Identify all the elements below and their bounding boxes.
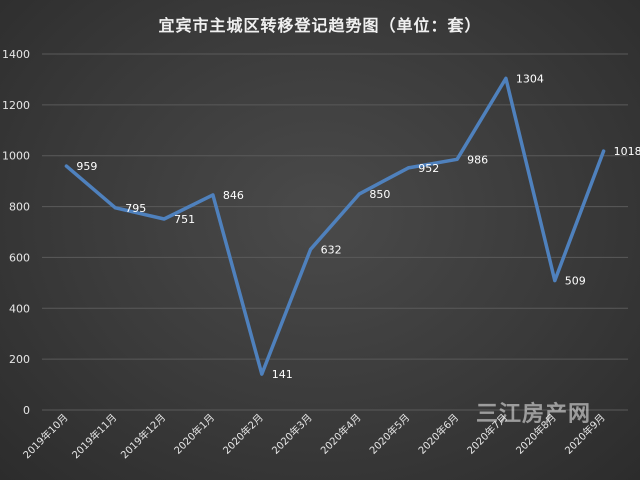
watermark-logo: 三江房产网: [476, 402, 592, 427]
data-point: [406, 166, 410, 170]
data-point: [162, 217, 166, 221]
data-point: [553, 279, 557, 283]
data-label: 959: [76, 160, 97, 173]
x-tick-label: 2020年2月: [220, 411, 266, 457]
series-line: [64, 76, 606, 376]
data-point: [64, 164, 68, 168]
data-label: 986: [467, 153, 488, 166]
data-label: 1018: [614, 145, 640, 158]
x-tick-label: 2020年6月: [415, 411, 461, 457]
data-label: 141: [272, 368, 293, 381]
x-tick-label: 2020年5月: [367, 411, 413, 457]
x-tick-label: 2019年11月: [69, 411, 119, 461]
data-label: 850: [369, 188, 390, 201]
data-label: 952: [418, 162, 439, 175]
data-point: [211, 193, 215, 197]
x-tick-label: 2020年4月: [318, 411, 364, 457]
y-tick-label: 1000: [2, 150, 30, 163]
data-point: [504, 76, 508, 80]
y-tick-label: 0: [23, 404, 30, 417]
data-label: 632: [321, 243, 342, 256]
chart-title: 宜宾市主城区转移登记趋势图（单位：套）: [158, 16, 482, 35]
data-point: [113, 206, 117, 210]
y-tick-label: 200: [9, 353, 30, 366]
x-tick-label: 2019年12月: [118, 411, 168, 461]
x-tick-label: 2020年1月: [171, 411, 217, 457]
y-tick-label: 400: [9, 302, 30, 315]
data-point: [309, 247, 313, 251]
x-tick-label: 2020年3月: [269, 411, 315, 457]
data-label: 1304: [516, 72, 544, 85]
data-point: [260, 372, 264, 376]
x-tick-label: 2019年10月: [20, 411, 70, 461]
y-tick-label: 600: [9, 251, 30, 264]
data-point: [602, 149, 606, 153]
y-tick-label: 1400: [2, 48, 30, 61]
data-label: 795: [125, 202, 146, 215]
data-point: [455, 157, 459, 161]
data-label: 509: [565, 275, 586, 288]
data-label: 751: [174, 213, 195, 226]
data-point: [357, 192, 361, 196]
data-label: 846: [223, 189, 244, 202]
y-tick-label: 800: [9, 201, 30, 214]
y-tick-label: 1200: [2, 99, 30, 112]
